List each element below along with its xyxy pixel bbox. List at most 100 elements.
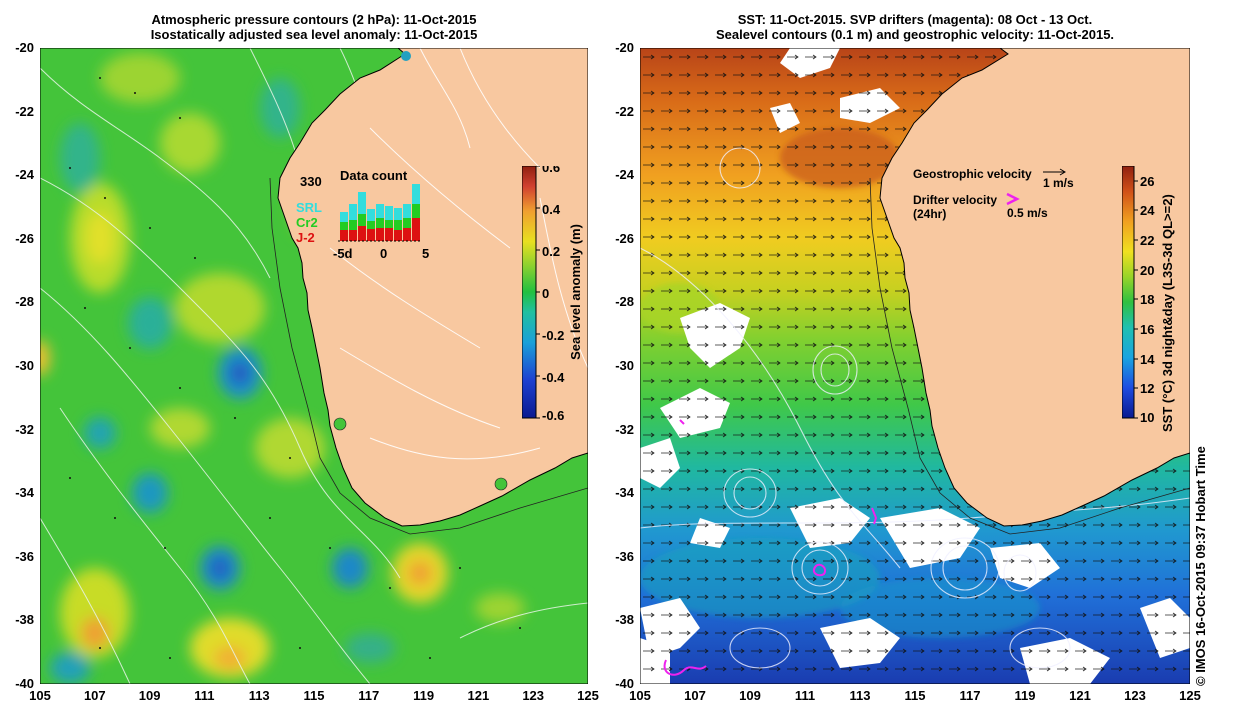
latitude-tick: -30	[615, 358, 634, 373]
left-title-line-1: Atmospheric pressure contours (2 hPa): 1…	[151, 12, 477, 27]
latitude-tick: -22	[615, 103, 634, 119]
right-map-title: SST: 11-Oct-2015. SVP drifters (magenta)…	[640, 12, 1190, 42]
drifter-arrow-icon	[1006, 192, 1020, 206]
bar	[376, 228, 384, 241]
sea-level-anomaly-map	[40, 48, 588, 684]
inset-xtick: 5	[422, 246, 429, 261]
sst-tick: 18	[1140, 292, 1154, 307]
longitude-tick: 123	[522, 688, 545, 703]
longitude-tick: 115	[303, 688, 325, 703]
drifter-period-label: (24hr)	[913, 207, 946, 221]
right-title-line-1: SST: 11-Oct-2015. SVP drifters (magenta)…	[737, 12, 1093, 27]
bar	[385, 228, 393, 241]
longitude-tick: 119	[1014, 688, 1036, 703]
latitude-tick: -26	[615, 230, 634, 246]
longitude-tick: 125	[1179, 688, 1201, 703]
australia-land-right	[879, 48, 1190, 527]
bar	[394, 220, 402, 230]
left-map-title: Atmospheric pressure contours (2 hPa): 1…	[40, 12, 588, 42]
sst-colorbar-label: SST (°C) 3d night&day (L3S-3d QL>=2)	[1160, 194, 1175, 432]
latitude-tick: -24	[615, 167, 634, 183]
longitude-tick: 119	[413, 688, 435, 703]
sst-tick: 26	[1140, 174, 1154, 189]
longitude-tick: 105	[29, 688, 51, 703]
bar	[367, 209, 375, 221]
latitude-tick: -36	[615, 548, 634, 564]
data-count-bars	[338, 184, 422, 242]
bar	[376, 204, 384, 218]
copyright-notice: © IMOS 16-Oct-2015 09:37 Hobart Time	[1193, 446, 1208, 686]
sla-tick: 0.4	[542, 202, 561, 217]
drifter-scale-label: 0.5 m/s	[1007, 206, 1048, 220]
bar	[340, 230, 348, 241]
australia-land-left	[277, 48, 588, 527]
bar	[376, 218, 384, 228]
latitude-tick: -20	[15, 40, 34, 55]
geostrophic-velocity-label: Geostrophic velocity	[913, 167, 1032, 181]
legend-cr2: Cr2	[296, 215, 318, 230]
bar	[358, 214, 366, 226]
bar	[349, 220, 357, 230]
latitude-tick: -38	[15, 612, 34, 628]
legend-j2: J-2	[296, 230, 315, 245]
bar	[412, 184, 420, 204]
latitude-tick: -38	[615, 612, 634, 628]
sla-colorbar: 0.6 0.4 0.2 0 -0.2 -0.4 -0.6 Sea level a…	[522, 166, 583, 420]
data-count-number: 330	[300, 174, 322, 189]
latitude-tick: -34	[15, 485, 34, 501]
bar	[394, 208, 402, 220]
sla-tick: 0.6	[542, 166, 560, 175]
longitude-tick: 117	[358, 688, 380, 703]
sst-tick: 20	[1140, 263, 1154, 278]
sst-map	[640, 48, 1190, 684]
longitude-tick: 117	[959, 688, 981, 703]
longitude-tick: 123	[1124, 688, 1146, 703]
longitude-tick: 115	[904, 688, 926, 703]
sst-tick: 22	[1140, 233, 1154, 248]
latitude-tick: -36	[15, 548, 34, 564]
latitude-tick: -32	[615, 421, 634, 437]
longitude-tick: 121	[467, 688, 490, 703]
latitude-tick: -26	[15, 230, 34, 246]
bar	[340, 222, 348, 230]
bar	[412, 204, 420, 218]
bar	[385, 206, 393, 220]
latitude-tick: -30	[15, 358, 34, 373]
sla-tick: 0	[542, 286, 549, 301]
longitude-tick: 105	[629, 688, 651, 703]
longitude-tick: 111	[794, 688, 816, 703]
latitude-tick: -28	[615, 294, 634, 310]
bar	[367, 221, 375, 229]
bar	[358, 226, 366, 241]
longitude-tick: 125	[577, 688, 599, 703]
data-count-title: Data count	[340, 168, 408, 183]
longitude-tick: 113	[248, 688, 270, 703]
legend-srl: SRL	[296, 200, 322, 215]
bar	[403, 228, 411, 241]
bar	[349, 204, 357, 220]
sla-tick: -0.2	[542, 328, 564, 343]
longitude-tick: 107	[83, 688, 106, 703]
latitude-tick: -28	[15, 294, 34, 310]
bar	[349, 230, 357, 241]
bar	[367, 229, 375, 241]
latitude-tick: -20	[615, 40, 634, 55]
bar	[412, 218, 420, 241]
sla-colorbar-label: Sea level anomaly (m)	[568, 224, 583, 360]
right-title-line-2: Sealevel contours (0.1 m) and geostrophi…	[715, 27, 1115, 42]
sst-colorbar: 26 24 22 20 18 16 14 12 10	[1122, 166, 1155, 422]
left-title-line-2: Isostatically adjusted sea level anomaly…	[150, 27, 478, 42]
latitude-tick: -24	[15, 167, 34, 183]
bar	[403, 204, 411, 218]
longitude-tick: 107	[684, 688, 706, 703]
bar	[403, 218, 411, 228]
latitude-tick: -34	[615, 485, 634, 501]
velocity-legend: Geostrophic velocity 1 m/s Drifter veloc…	[913, 167, 1074, 221]
sst-tick: 16	[1140, 322, 1154, 337]
longitude-tick: 113	[849, 688, 871, 703]
latitude-tick: -40	[15, 676, 34, 691]
sst-tick: 24	[1140, 203, 1155, 218]
inset-xtick: -5d	[333, 246, 353, 261]
geostrophic-scale-label: 1 m/s	[1043, 176, 1074, 190]
sla-tick: -0.4	[542, 370, 565, 385]
